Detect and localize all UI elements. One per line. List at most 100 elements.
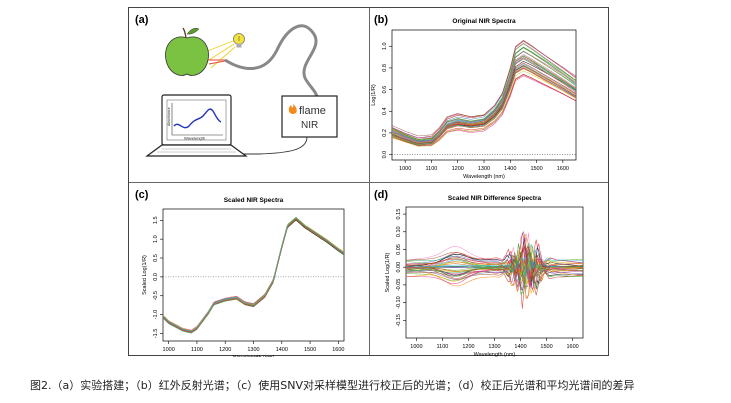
chart-title-d: Scaled NIR Difference Spectra [448, 195, 542, 202]
series-line-c-34 [163, 217, 344, 332]
series-line-d-1 [406, 232, 583, 288]
y-axis-label-b: Log(1/R) [371, 84, 377, 106]
chart-title-b: Original NIR Spectra [452, 18, 516, 25]
panel-d-difference-spectra: (d) Scaled NIR Difference Spectra 1000 110… [370, 183, 610, 357]
laptop-xlabel: Wavelength [184, 136, 205, 141]
light-bulb-icon [233, 33, 245, 48]
x-tick-label-b-5: 1500 [530, 166, 542, 172]
y-tick-label-b-1: 0.2 [382, 129, 388, 137]
series-line-b-35 [392, 70, 576, 147]
x-tick-label-b-6: 1600 [557, 166, 569, 172]
device-model: NIR [301, 120, 318, 131]
apple-icon [165, 27, 209, 76]
y-tick-label-d-4: 0.05 [396, 244, 402, 255]
x-tick-label-b-0: 1000 [399, 166, 411, 172]
series-line-d-2 [406, 241, 583, 283]
x-tick-label-c-0: 1000 [163, 347, 175, 353]
plot-area-c [162, 208, 345, 342]
series-line-b-25 [392, 65, 576, 144]
y-tick-label-c-0: -1.5 [153, 329, 159, 338]
series-line-b-16 [392, 74, 576, 146]
y-tick-label-d-1: -0.10 [396, 296, 402, 309]
reflected-rays [208, 59, 226, 65]
series-line-b-27 [392, 47, 576, 143]
series-group-b [392, 39, 576, 147]
series-line-d-26 [406, 245, 583, 286]
y-tick-label-c-4: 0.5 [153, 254, 159, 262]
usb-cable [239, 136, 308, 155]
series-line-b-8 [392, 51, 576, 142]
series-line-d-20 [406, 237, 583, 286]
series-line-c-1 [163, 219, 344, 333]
device-brand: flame [299, 105, 326, 117]
x-tick-label-d-5: 1500 [540, 344, 552, 350]
series-line-d-27 [406, 256, 583, 285]
fiber-cable [224, 24, 319, 99]
series-line-c-32 [163, 218, 344, 334]
series-group-d [406, 231, 583, 309]
y-tick-label-b-3: 0.6 [382, 86, 388, 94]
x-tick-label-d-4: 1400 [514, 344, 526, 350]
series-line-c-14 [163, 219, 344, 333]
y-axis-label-c: Scaled Log(1/R) [142, 255, 148, 295]
series-line-d-25 [406, 246, 583, 299]
y-tick-label-d-3: 0.00 [396, 262, 402, 273]
series-line-b-21 [392, 73, 576, 146]
spectrometer-device: flame NIR [281, 95, 338, 138]
series-line-c-8 [163, 218, 344, 334]
panel-c-label: (c) [135, 189, 149, 201]
panel-c-scaled-spectra: (c) Scaled NIR Spectra 1000 1100 1200 1300 14… [129, 183, 369, 357]
series-line-b-26 [392, 39, 576, 140]
x-tick-label-c-1: 1100 [191, 347, 203, 353]
y-tick-label-c-2: -0.5 [153, 291, 159, 300]
x-tick-label-c-3: 1300 [247, 347, 259, 353]
x-tick-label-c-4: 1400 [276, 347, 288, 353]
series-line-d-39 [406, 245, 583, 280]
y-tick-label-c-5: 1.0 [153, 235, 159, 243]
series-line-d-34 [406, 256, 583, 276]
series-line-b-33 [392, 55, 576, 143]
x-tick-label-b-4: 1400 [504, 166, 516, 172]
figure-caption: 图2.（a）实验搭建；（b）红外反射光谱；（c）使用SNV对采样模型进行校正后的… [30, 379, 635, 392]
figure-frame: (a) [128, 7, 610, 357]
y-tick-label-b-4: 0.8 [382, 64, 388, 72]
series-line-b-28 [392, 55, 576, 144]
series-line-c-25 [163, 219, 344, 332]
x-axis-label-b: Wavelength (nm) [463, 174, 505, 180]
x-tick-label-d-1: 1100 [437, 344, 449, 350]
series-line-b-17 [392, 46, 576, 146]
series-line-c-26 [163, 219, 344, 333]
series-line-b-37 [392, 47, 576, 140]
series-line-b-38 [392, 54, 576, 143]
x-tick-label-c-5: 1500 [304, 347, 316, 353]
y-tick-label-b-5: 1.0 [382, 42, 388, 50]
series-line-b-34 [392, 63, 576, 144]
x-tick-label-d-3: 1300 [488, 344, 500, 350]
series-line-c-20 [163, 219, 344, 333]
y-tick-label-c-1: -1.0 [153, 310, 159, 319]
series-line-b-36 [392, 40, 576, 137]
series-line-b-6 [392, 67, 576, 144]
panel-divider-vertical [369, 8, 370, 355]
flame-logo-icon [288, 104, 297, 114]
laptop-ylabel: Absorbance [167, 107, 171, 126]
series-line-d-38 [406, 231, 583, 282]
series-line-c-33 [163, 217, 344, 331]
y-tick-label-d-0: -0.15 [396, 314, 402, 327]
series-line-b-39 [392, 62, 576, 144]
series-line-b-23 [392, 55, 576, 146]
y-tick-label-b-2: 0.4 [382, 107, 388, 115]
x-tick-label-b-3: 1300 [478, 166, 490, 172]
y-axis-label-d: Scaled Log(1/R) [385, 252, 391, 292]
light-rays [204, 40, 236, 69]
series-line-d-35 [406, 259, 583, 277]
x-tick-label-c-2: 1200 [219, 347, 231, 353]
panel-d-label: (d) [374, 189, 388, 201]
series-line-c-2 [163, 219, 344, 333]
x-tick-label-d-2: 1200 [462, 344, 474, 350]
x-tick-label-d-0: 1000 [410, 344, 422, 350]
panel-a-label: (a) [135, 14, 149, 26]
series-line-d-37 [406, 252, 583, 295]
series-line-c-7 [163, 219, 344, 333]
laptop-icon: Wavelength Absorbance [145, 94, 248, 157]
